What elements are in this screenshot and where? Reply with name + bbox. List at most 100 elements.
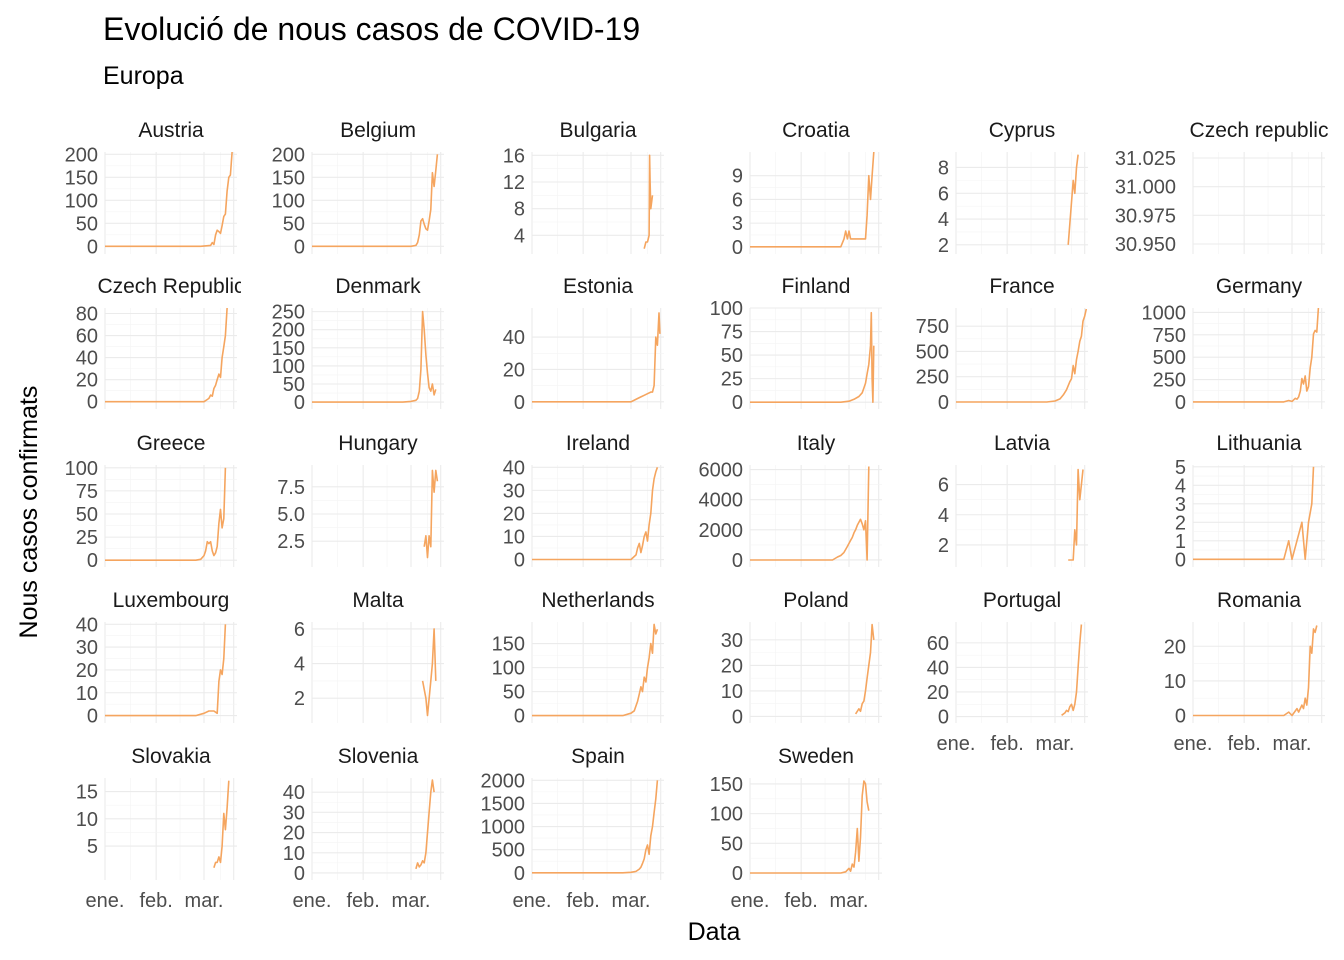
facet-label: Slovenia — [338, 745, 419, 768]
series-line-bulgaria — [643, 154, 654, 249]
y-tick-label: 4 — [294, 654, 305, 676]
y-tick-label: 150 — [272, 338, 305, 360]
y-tick-label: 200 — [65, 144, 98, 166]
y-tick-label: 40 — [503, 327, 525, 349]
y-tick-label: 200 — [272, 320, 305, 342]
facet-label: Sweden — [778, 745, 854, 768]
y-tick-label: 75 — [76, 481, 98, 503]
y-tick-label: 500 — [916, 341, 949, 363]
y-tick-label: 40 — [503, 457, 525, 479]
y-tick-label: 2000 — [481, 770, 526, 792]
y-tick-label: 100 — [272, 190, 305, 212]
x-axis-title: Data — [688, 918, 741, 946]
y-tick-label: 100 — [65, 458, 98, 480]
y-tick-label: 0 — [294, 863, 305, 885]
series-line-denmark — [312, 310, 437, 403]
y-tick-label: 40 — [283, 782, 305, 804]
y-tick-label: 16 — [503, 145, 525, 167]
y-tick-label: 0 — [514, 550, 525, 572]
y-tick-label: 100 — [272, 356, 305, 378]
series-line-france — [956, 308, 1088, 403]
y-tick-label: 4 — [1175, 475, 1186, 497]
y-tick-label: 8 — [938, 157, 949, 179]
panel-romania: 0 10 20 Romania ene. feb. mar. — [1164, 589, 1325, 755]
facet-label: Estonia — [563, 275, 633, 298]
series-line-slovenia — [415, 779, 435, 870]
y-tick-label: 50 — [503, 682, 525, 704]
y-tick-label: 2 — [294, 688, 305, 710]
y-tick-label: 30 — [76, 637, 98, 659]
y-tick-label: 0 — [294, 236, 305, 258]
y-tick-label: 0 — [732, 392, 743, 414]
y-tick-label: 20 — [1164, 636, 1186, 658]
x-tick-label: feb. — [139, 890, 172, 912]
series-line-netherlands — [532, 623, 659, 717]
facet-label: Germany — [1216, 275, 1303, 298]
panel-czech-republic: 30.950 30.975 31.000 31.025 Czech republic — [1115, 119, 1329, 256]
x-tick-label: feb. — [990, 733, 1023, 755]
x-tick-label: mar. — [1036, 733, 1075, 755]
y-axis-title: Nous casos confirmats — [15, 386, 43, 639]
panel-cyprus: 2 4 6 8 Cyprus — [938, 119, 1088, 257]
y-tick-label: 40 — [76, 348, 98, 370]
y-tick-label: 10 — [1164, 671, 1186, 693]
y-tick-label: 3 — [732, 213, 743, 235]
series-line-belgium — [312, 154, 439, 248]
y-tick-label: 0 — [732, 706, 743, 728]
y-tick-label: 150 — [65, 167, 98, 189]
facet-label: Poland — [783, 589, 848, 612]
y-tick-label: 0 — [938, 707, 949, 729]
y-tick-label: 100 — [492, 658, 525, 680]
facet-label: Slovakia — [131, 745, 211, 768]
y-tick-label: 1500 — [481, 793, 526, 815]
y-tick-label: 0 — [514, 392, 525, 414]
y-tick-label: 12 — [503, 172, 525, 194]
x-tick-label: feb. — [784, 890, 817, 912]
x-tick-label: ene. — [513, 890, 552, 912]
x-tick-label: ene. — [731, 890, 770, 912]
series-line-latvia — [1068, 468, 1084, 561]
x-tick-label: ene. — [1174, 733, 1213, 755]
y-tick-label: 50 — [76, 504, 98, 526]
y-tick-label: 20 — [721, 655, 743, 677]
x-tick-label: mar. — [612, 890, 651, 912]
x-tick-label: feb. — [346, 890, 379, 912]
series-line-romania — [1193, 625, 1318, 717]
series-line-czech-republic — [105, 308, 228, 403]
y-tick-label: 4 — [938, 505, 949, 527]
y-tick-label: 0 — [87, 392, 98, 414]
y-tick-label: 0 — [1175, 392, 1186, 414]
x-tick-label: ene. — [293, 890, 332, 912]
x-tick-label: ene. — [86, 890, 125, 912]
y-tick-label: 9 — [732, 166, 743, 188]
y-tick-label: 50 — [76, 213, 98, 235]
y-tick-label: 100 — [65, 190, 98, 212]
y-tick-label: 25 — [721, 369, 743, 391]
x-tick-label: mar. — [1273, 733, 1312, 755]
facet-label: Italy — [797, 432, 836, 455]
chart-subtitle: Europa — [103, 62, 184, 90]
y-tick-label: 6000 — [699, 460, 744, 482]
facet-label: Portugal — [983, 589, 1061, 612]
y-tick-label: 30 — [283, 802, 305, 824]
y-tick-label: 250 — [916, 367, 949, 389]
y-tick-label: 0 — [514, 863, 525, 885]
y-tick-label: 10 — [283, 843, 305, 865]
y-tick-label: 7.5 — [277, 477, 305, 499]
facet-label: Austria — [138, 119, 204, 142]
y-tick-label: 20 — [503, 503, 525, 525]
y-tick-label: 25 — [76, 527, 98, 549]
facet-label: France — [989, 275, 1054, 298]
y-tick-label: 60 — [927, 633, 949, 655]
y-tick-label: 5 — [87, 836, 98, 858]
y-tick-label: 80 — [76, 304, 98, 326]
y-tick-label: 100 — [710, 298, 743, 320]
y-tick-label: 4 — [514, 225, 525, 247]
